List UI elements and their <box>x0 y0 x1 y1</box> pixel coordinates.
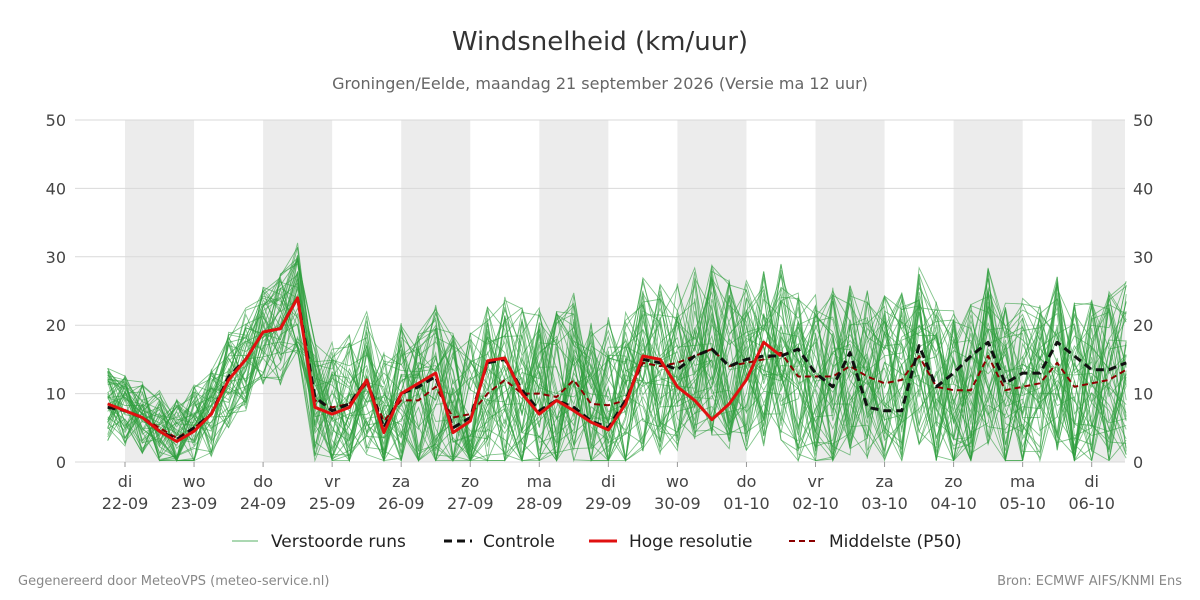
y-tick-label-left: 20 <box>46 316 66 335</box>
ensemble-member-line <box>107 257 1127 462</box>
legend-item-members: Verstoorde runs <box>232 532 406 552</box>
legend-label-median: Middelste (P50) <box>829 532 962 552</box>
x-tick-date: 04-10 <box>930 494 977 513</box>
x-tick-day: za <box>392 472 410 491</box>
ensemble-member-line <box>107 264 1127 462</box>
ensemble-member-line <box>107 245 1127 462</box>
y-tick-label-left: 0 <box>56 453 66 472</box>
x-tick-day: di <box>118 472 133 491</box>
y-tick-label-right: 0 <box>1133 453 1143 472</box>
legend-label-members: Verstoorde runs <box>271 532 406 552</box>
x-tick-date: 01-10 <box>723 494 770 513</box>
y-axis-ticks: 0 0 10 10 20 20 30 30 40 40 50 50 <box>46 111 1154 472</box>
footer-source: Bron: ECMWF AIFS/KNMI Ens <box>997 574 1182 589</box>
x-tick-date: 29-09 <box>585 494 632 513</box>
ensemble-member-line <box>107 278 1127 463</box>
ensemble-member-line <box>107 258 1127 462</box>
ensemble-member-line <box>107 276 1127 462</box>
legend-item-hires: Hoge resolutie <box>589 532 753 552</box>
hires-line <box>107 296 782 443</box>
x-tick-day: di <box>1084 472 1099 491</box>
ensemble-members <box>107 242 1127 463</box>
footer-generator: Gegenereerd door MeteoVPS (meteo-service… <box>18 574 329 589</box>
chart-title: Windsnelheid (km/uur) <box>452 27 748 57</box>
x-tick-date: 26-09 <box>378 494 425 513</box>
control-line <box>107 296 1127 441</box>
y-tick-label-left: 30 <box>46 248 66 267</box>
x-tick-day: wo <box>183 472 206 491</box>
ensemble-member-line <box>107 258 1127 462</box>
ensemble-member-line <box>107 292 1127 462</box>
x-tick-day: wo <box>666 472 689 491</box>
legend-item-control: Controle <box>444 532 555 552</box>
y-tick-label-right: 20 <box>1133 316 1153 335</box>
x-tick-day: do <box>736 472 756 491</box>
y-tick-label-right: 30 <box>1133 248 1153 267</box>
x-tick-date: 02-10 <box>792 494 839 513</box>
y-tick-label-right: 10 <box>1133 385 1153 404</box>
x-tick-date: 28-09 <box>516 494 563 513</box>
x-tick-day: do <box>253 472 273 491</box>
y-tick-label-right: 40 <box>1133 179 1153 198</box>
chart-subtitle: Groningen/Eelde, maandag 21 september 20… <box>332 74 868 93</box>
y-tick-label-left: 40 <box>46 179 66 198</box>
legend: Verstoorde runs Controle Hoge resolutie … <box>232 532 962 552</box>
x-tick-day: ma <box>1010 472 1035 491</box>
x-axis-ticks: di 22-09 wo 23-09 do 24-09 vr 25-09 za 26-09 zo 27-… <box>102 462 1115 513</box>
y-tick-label-left: 10 <box>46 385 66 404</box>
x-tick-day: ma <box>527 472 552 491</box>
x-tick-date: 25-09 <box>309 494 356 513</box>
x-tick-date: 03-10 <box>861 494 908 513</box>
x-tick-day: zo <box>461 472 479 491</box>
ensemble-member-line <box>107 263 1127 463</box>
x-tick-date: 27-09 <box>447 494 494 513</box>
ensemble-member-line <box>107 278 1127 462</box>
x-tick-day: zo <box>945 472 963 491</box>
ensemble-member-line <box>107 289 1127 460</box>
ensemble-member-line <box>107 284 1127 463</box>
x-tick-date: 30-09 <box>654 494 701 513</box>
x-tick-date: 23-09 <box>171 494 218 513</box>
x-tick-day: vr <box>324 472 340 491</box>
x-tick-day: di <box>601 472 616 491</box>
y-tick-label-left: 50 <box>46 111 66 130</box>
x-tick-date: 22-09 <box>102 494 149 513</box>
x-tick-date: 06-10 <box>1068 494 1115 513</box>
x-tick-date: 24-09 <box>240 494 287 513</box>
legend-item-median: Middelste (P50) <box>789 532 962 552</box>
x-tick-day: za <box>875 472 893 491</box>
main-series-lines <box>107 296 1127 443</box>
x-tick-day: vr <box>807 472 823 491</box>
legend-label-control: Controle <box>483 532 555 552</box>
ensemble-member-line <box>107 280 1127 463</box>
ensemble-member-line <box>107 264 1127 462</box>
x-tick-date: 05-10 <box>999 494 1046 513</box>
y-tick-label-right: 50 <box>1133 111 1153 130</box>
ensemble-member-line <box>107 279 1127 462</box>
legend-label-hires: Hoge resolutie <box>629 532 753 552</box>
ensemble-member-line <box>107 274 1127 462</box>
